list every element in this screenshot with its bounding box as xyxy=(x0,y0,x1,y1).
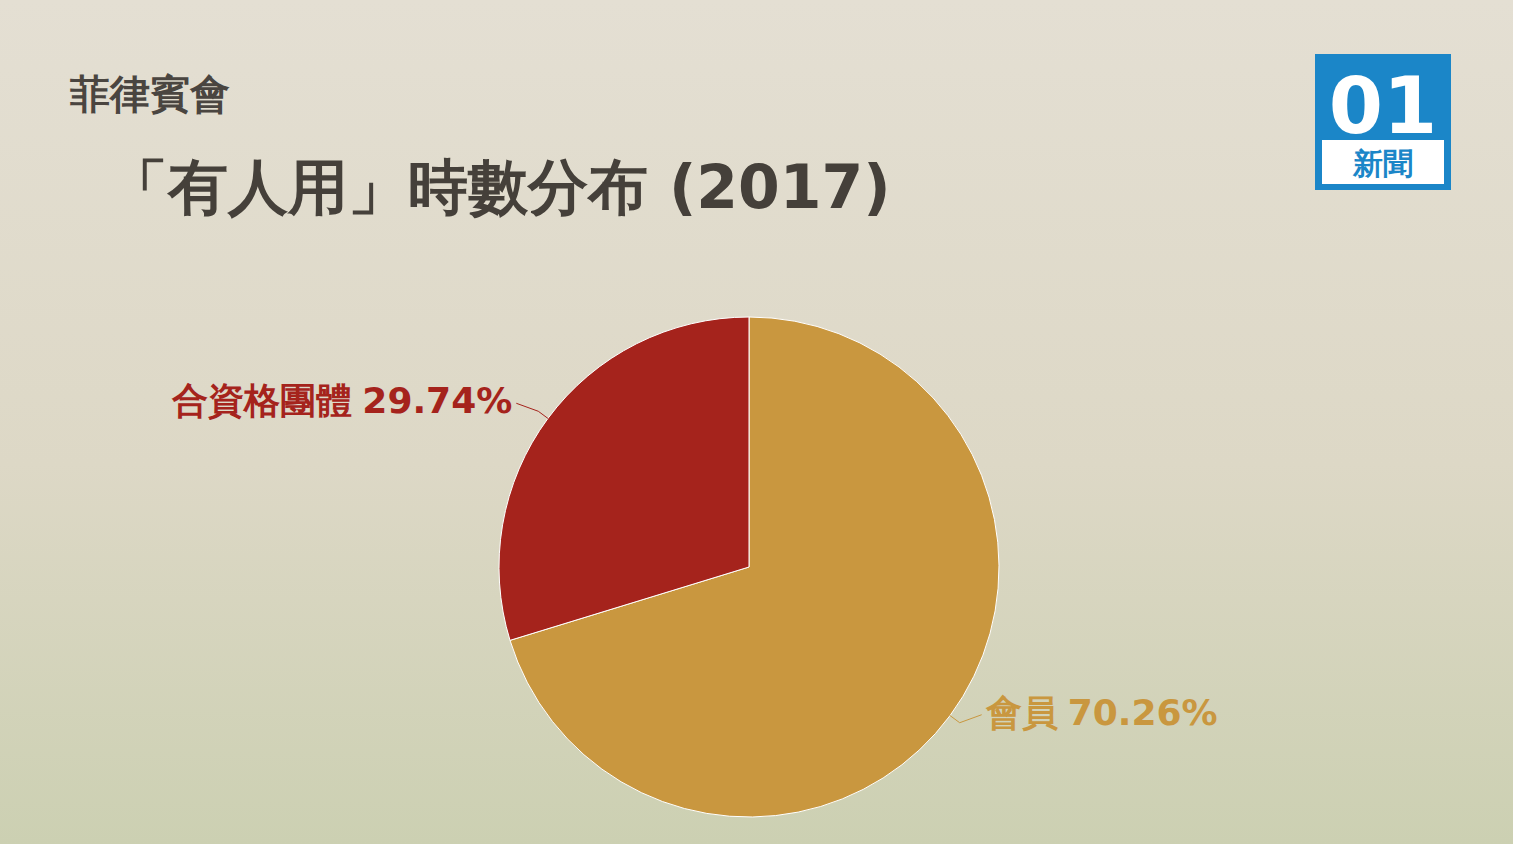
pie xyxy=(499,317,999,817)
data-label: 會員70.26% xyxy=(985,692,1218,733)
leader-line xyxy=(950,715,982,723)
chart: 菲律賓會「有人用」時數分布 (2017) 01新聞會員70.26% 合資格團體29.… xyxy=(0,0,1513,844)
data-label-value: 29.74% xyxy=(362,380,512,421)
data-label: 合資格團體29.74% xyxy=(171,380,512,421)
data-labels: 會員70.26% 合資格團體29.74% xyxy=(171,380,1217,732)
leader-line xyxy=(516,403,548,418)
logo: 01新聞 xyxy=(1315,54,1451,190)
pie-slice xyxy=(499,317,749,640)
title: 「有人用」時數分布 (2017) xyxy=(108,152,891,222)
data-label-category: 會員 xyxy=(985,692,1058,733)
subtitle: 菲律賓會 xyxy=(70,71,230,117)
data-label-category: 合資格團體 xyxy=(171,380,352,421)
logo-box xyxy=(1315,54,1451,190)
logo-text: 新聞 xyxy=(1352,146,1413,181)
background xyxy=(0,0,1513,844)
data-label-value: 70.26% xyxy=(1068,692,1218,733)
logo-number: 01 xyxy=(1329,61,1438,151)
